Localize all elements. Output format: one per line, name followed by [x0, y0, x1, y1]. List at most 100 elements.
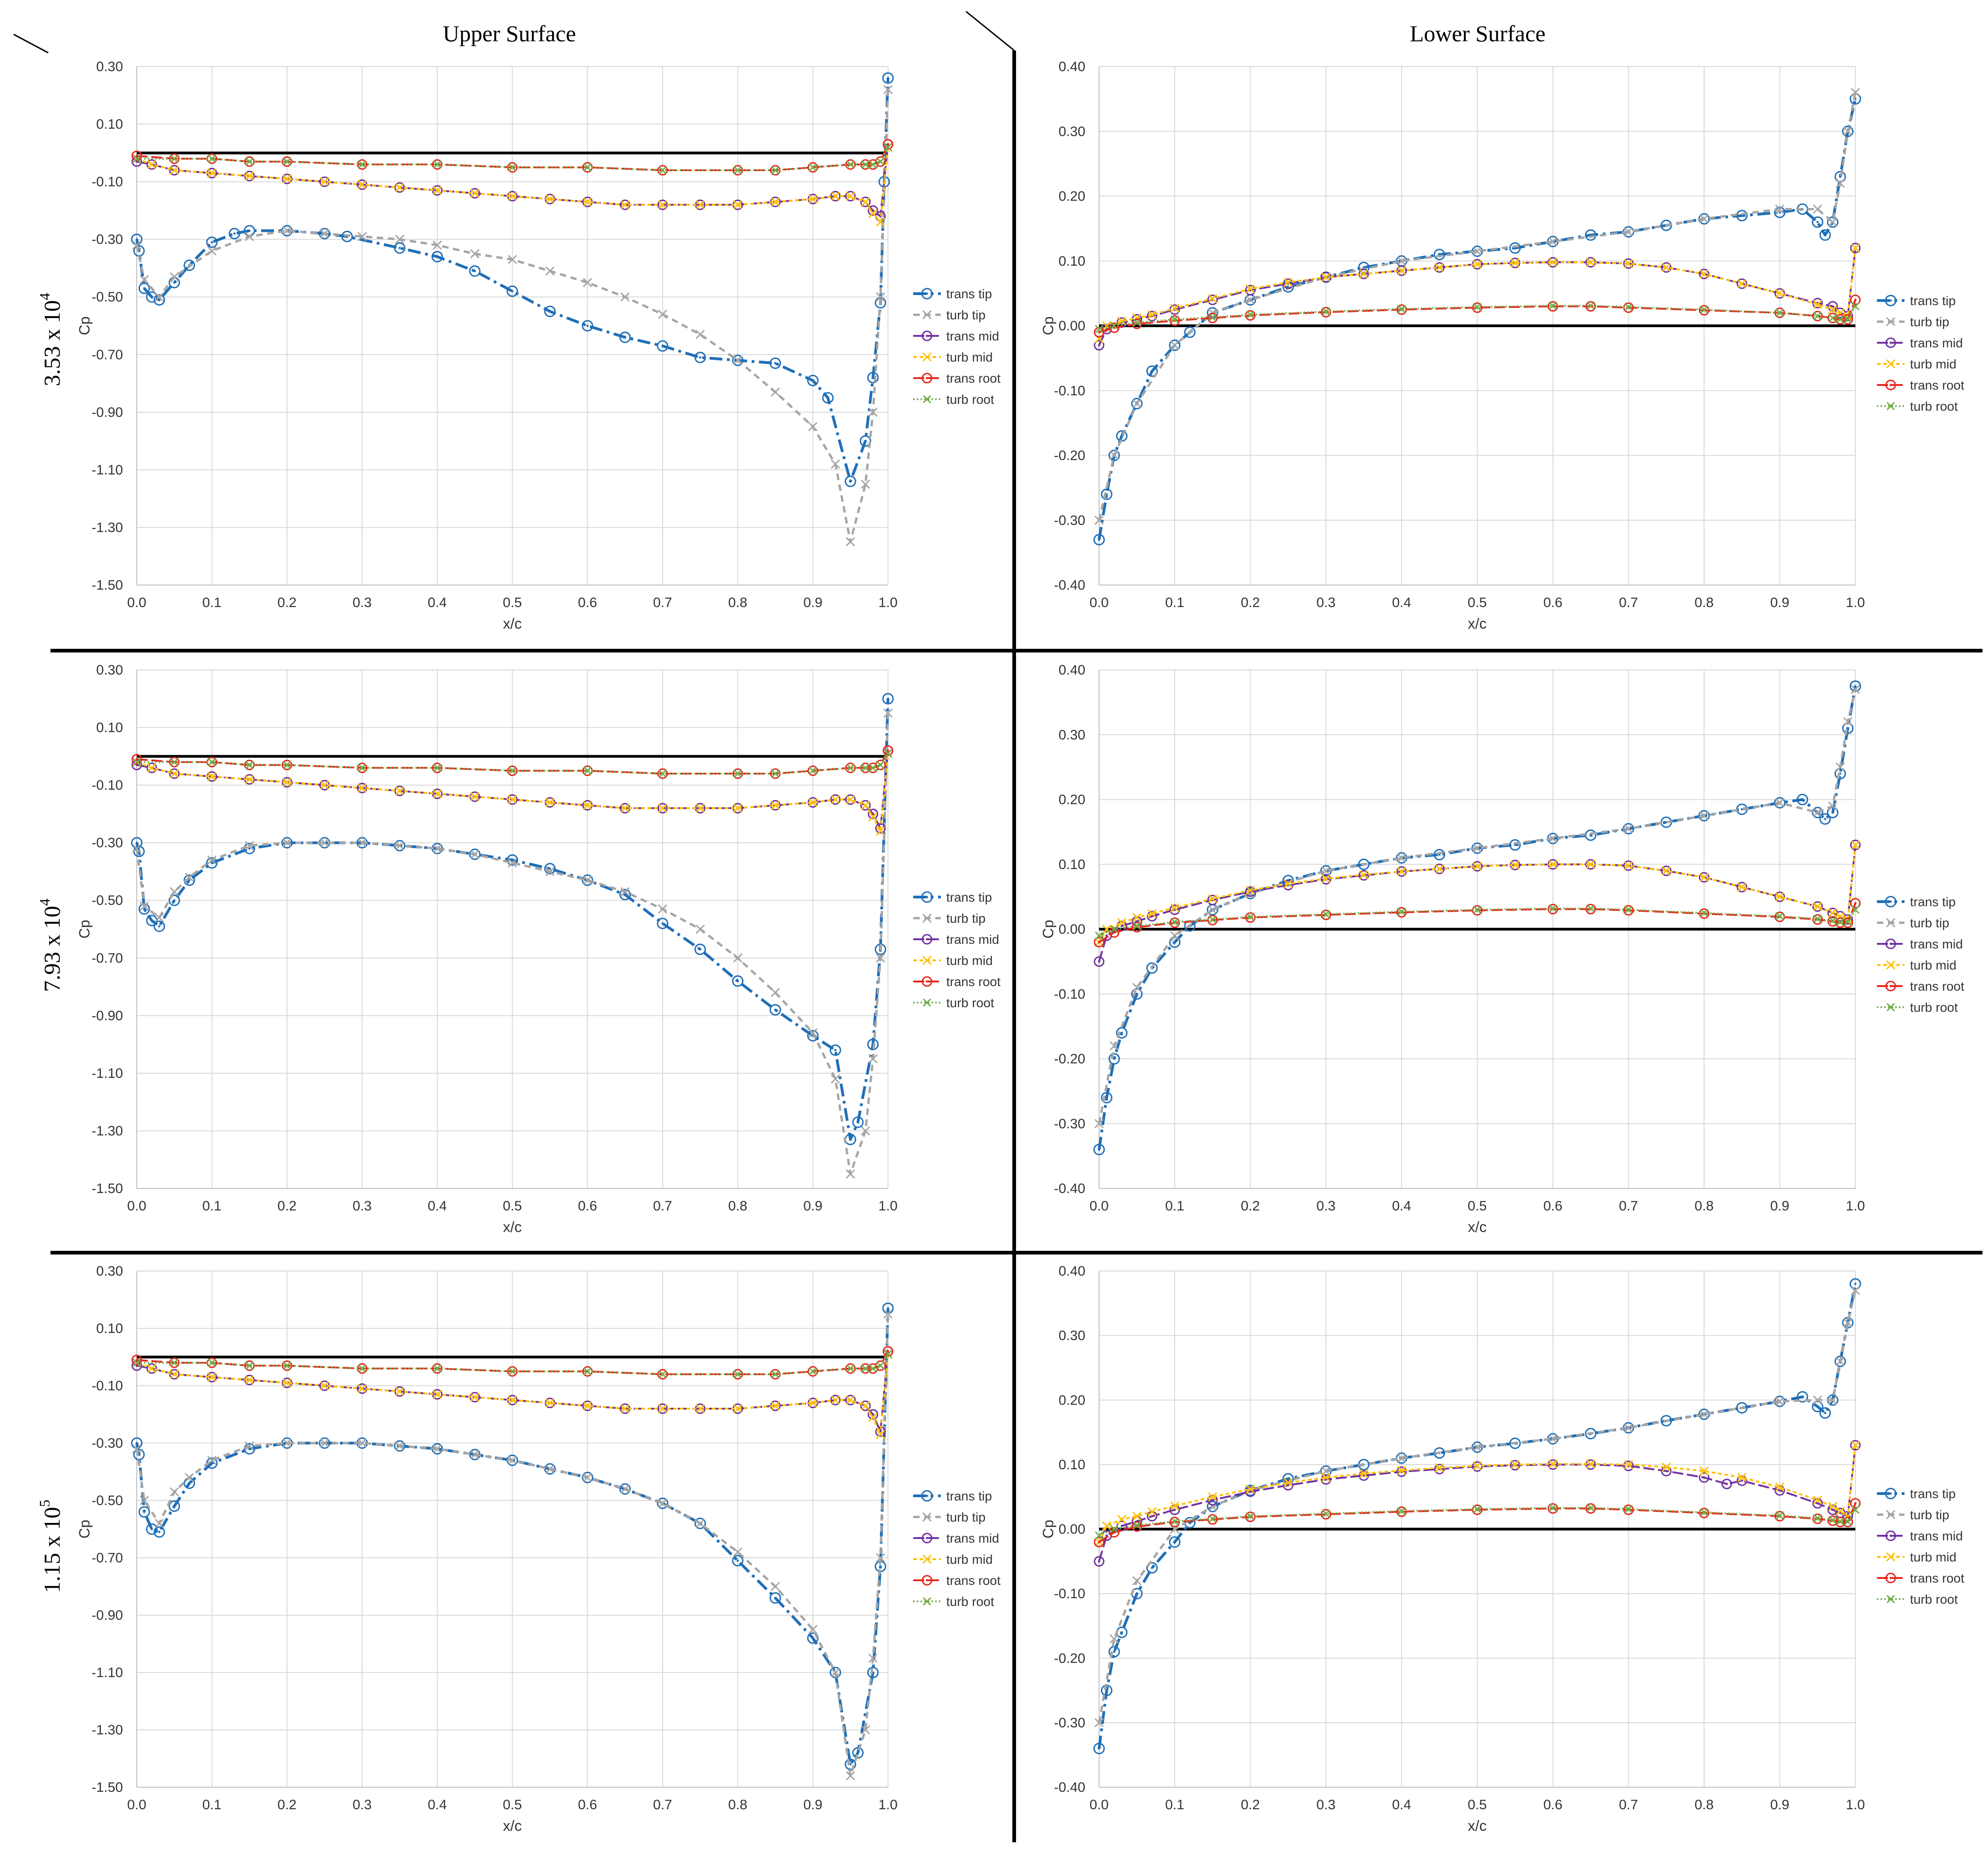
chart-lower-row3-series-turb-mid-point	[1699, 1466, 1709, 1476]
chart-upper-row3-legend-marker	[922, 1512, 932, 1522]
chart-upper-row2-series-turb-tip-point	[883, 708, 893, 718]
chart-upper-row3-series-trans-root-point-dot	[887, 1350, 889, 1353]
chart-lower-row3-series-turb-mid-point	[1624, 1460, 1633, 1469]
chart-lower-row1-legend-marker	[1886, 359, 1896, 369]
chart-lower-row3-legend-label: turb root	[1910, 1592, 1958, 1606]
chart-lower-row2-series-trans-tip-point-dot	[1098, 1148, 1100, 1151]
chart-upper-row2-series-trans-tip-point	[882, 693, 894, 705]
chart-upper-row3-series-turb-mid-point	[169, 1369, 179, 1379]
chart-lower-row2-series-trans-root-point	[1109, 927, 1120, 938]
chart-upper-row2-series-turb-mid-point	[808, 797, 818, 807]
chart-lower-row2-series-turb-root-point	[1133, 921, 1141, 931]
chart-upper-row3-series-turb-mid-point	[545, 1398, 555, 1408]
chart-lower-row1-series-turb-mid-point	[1283, 278, 1293, 287]
chart-upper-row2-xtick-label: 0.5	[503, 1199, 522, 1214]
chart-upper-row1-series-trans-tip-point-dot	[864, 440, 867, 442]
chart-upper-row1-xtick-label: 0.2	[278, 595, 297, 610]
chart-lower-row2-series-turb-tip-point	[1472, 843, 1482, 853]
chart-upper-row3-series-turb-root-point	[433, 1364, 441, 1373]
chart-lower-row3-series-trans-root-point-dot	[1098, 1541, 1100, 1544]
chart-upper-row3-series-trans-tip-point-dot	[248, 1448, 251, 1450]
chart-lower-row2-series-turb-tip-point	[1132, 983, 1142, 992]
chart-upper-row3-series-turb-tip-point	[169, 1487, 179, 1497]
chart-upper-row2-ylabel: Cp	[76, 920, 93, 939]
chart-upper-row1-series-trans-tip-point	[769, 357, 781, 369]
chart-upper-row1-series-trans-tip-point-dot	[233, 232, 236, 235]
chart-lower-row3-xtick-label: 0.5	[1468, 1797, 1487, 1812]
chart-upper-row2-ytick-label: -1.10	[92, 1066, 123, 1081]
chart-lower-row3-series-turb-root-point	[1473, 1505, 1482, 1513]
chart-lower-row1-series-turb-tip-point	[1843, 127, 1853, 136]
chart-upper-row2-series-turb-mid-line	[136, 753, 889, 832]
chart-lower-row1-series-turb-mid-point	[1775, 289, 1785, 298]
chart-lower-row1-series-turb-mid-point	[1737, 279, 1747, 289]
chart-upper-row1-series-trans-tip-point	[732, 354, 744, 366]
chart-lower-row3-series-trans-root-point	[1827, 1515, 1838, 1526]
chart-upper-row1-series-turb-tip-point	[658, 309, 667, 319]
chart-lower-row2-series-trans-root-point-dot	[1113, 931, 1116, 934]
chart-lower-row3-series-trans-tip-point	[1797, 1391, 1809, 1403]
chart-upper-row3-series-turb-tip-point	[695, 1518, 705, 1528]
chart-upper-row2-series-trans-mid-point	[875, 823, 886, 834]
chart-lower-row3-series-trans-mid-point-dot	[1287, 1484, 1290, 1487]
chart-lower-row1-series-trans-root-point-dot	[1098, 331, 1100, 334]
chart-lower-row2-legend-marker	[1885, 981, 1896, 992]
chart-lower-row3-series-turb-mid-point	[1775, 1483, 1785, 1492]
chart-lower-row3-series-trans-mid-point	[1434, 1464, 1445, 1475]
chart-upper-row2-ytick-label: 0.10	[96, 720, 123, 736]
row-label-2: 7.93 x 104	[36, 898, 65, 992]
chart-lower-row2-series-turb-tip-point	[1321, 866, 1331, 875]
chart-upper-row3-series-turb-root-point	[809, 1367, 817, 1376]
chart-lower-row3-series-turb-mid-point	[1661, 1462, 1671, 1472]
chart-lower-row1-series-turb-mid-point	[1699, 269, 1709, 279]
chart-lower-row1-xlabel: x/c	[1468, 615, 1487, 632]
chart-lower-row2-series-turb-mid-point	[1661, 866, 1671, 875]
chart-lower-row2-ytick-label: -0.20	[1054, 1052, 1085, 1067]
chart-upper-row2-series-trans-tip-point-dot	[849, 1138, 852, 1141]
chart-lower-row2-legend-marker	[1886, 918, 1896, 928]
chart-lower-row2-series-turb-tip-point	[1094, 1119, 1104, 1128]
chart-lower-row2-series-trans-tip-point-dot	[1854, 685, 1857, 687]
chart-lower-row2-series-trans-mid-point	[1737, 881, 1748, 892]
chart-lower-row2-series-turb-mid-point	[1548, 859, 1558, 869]
chart-lower-row3-series-turb-tip-point	[1397, 1453, 1407, 1463]
chart-upper-row1-series-turb-tip-point	[207, 246, 217, 256]
chart-lower-row3-series-turb-tip-point	[1835, 1356, 1845, 1366]
chart-lower-row3-legend-label: turb mid	[1910, 1550, 1956, 1564]
chart-lower-row1-series-trans-tip-point	[1812, 216, 1824, 228]
chart-lower-row2-series-trans-tip-point	[1509, 839, 1521, 851]
chart-upper-row2-series-turb-root-point	[508, 766, 517, 775]
chart-lower-row1-series-trans-root-point	[1585, 301, 1596, 312]
chart-lower-row2-ytick-label: -0.10	[1054, 987, 1085, 1002]
chart-upper-row1-xtick-label: 0.5	[503, 595, 522, 610]
chart-upper-row3-series-turb-tip-point	[155, 1518, 164, 1528]
chart-upper-row1-series-turb-mid-point	[620, 200, 630, 210]
chart-lower-row1-series-trans-mid-point-dot	[1098, 344, 1100, 346]
chart-upper-row1-series-trans-root-point	[244, 156, 255, 167]
chart-upper-row3-series-trans-root-point	[131, 1355, 142, 1366]
chart-lower-row2-series-trans-tip-point	[1819, 813, 1831, 825]
chart-lower-row3: 0.0 0.1 0.2 0.3 0.4 0.5 0.6 0.7 0.8 0.9 1.0 0.40 0.3…	[1040, 1264, 1964, 1834]
chart-upper-row2-xtick-label: 0.9	[803, 1199, 822, 1214]
chart-upper-row2-series-trans-mid-point	[860, 800, 871, 811]
chart-lower-row3-legend-label: trans mid	[1910, 1529, 1963, 1543]
chart-upper-row2-series-trans-tip-point	[281, 837, 293, 849]
chart-upper-row2-xtick-label: 0.8	[728, 1199, 748, 1214]
chart-upper-row1-ytick-label: -1.50	[92, 578, 123, 593]
chart-lower-row1-series-trans-tip-point	[1169, 339, 1181, 351]
chart-lower-row2-series-turb-root-point	[1836, 918, 1845, 926]
chart-lower-row3-series-trans-tip-point	[1108, 1646, 1120, 1658]
chart-upper-row3-series-trans-tip-point-dot	[143, 1511, 145, 1513]
chart-lower-row1-series-turb-root-point	[1133, 318, 1141, 327]
chart-lower-row1-series-turb-mid-point	[1359, 269, 1368, 279]
chart-upper-row3-series-turb-tip	[132, 1309, 893, 1781]
chart-lower-row3-series-trans-mid-point	[1396, 1466, 1407, 1477]
chart-upper-row3-legend-marker-dot	[926, 1537, 928, 1539]
chart-lower-row2-ytick-label: 0.00	[1059, 922, 1085, 937]
chart-upper-row3-xtick-label: 0.8	[728, 1797, 748, 1812]
chart-upper-row1-series-trans-tip-point	[694, 351, 706, 363]
chart-lower-row3-series-trans-mid-point	[1721, 1478, 1732, 1489]
chart-lower-row2-series-turb-mid-point	[1321, 874, 1331, 883]
chart-upper-row2-series-turb-mid-point	[733, 803, 743, 813]
chart-lower-row1-series-turb-mid-point	[1586, 257, 1596, 267]
